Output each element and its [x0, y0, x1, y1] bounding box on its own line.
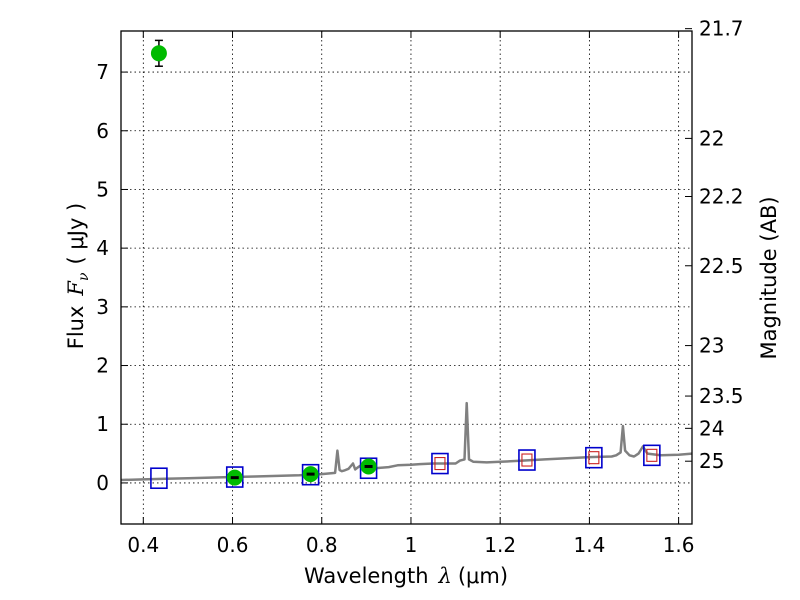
y2-tick-label: 23.5: [699, 384, 744, 408]
upper-limit-square: [588, 451, 600, 465]
x-tick-label: 0.4: [127, 533, 159, 557]
model-flux-square: [150, 467, 168, 490]
y2-tick-label: 23: [699, 334, 724, 358]
x-axis-title: Wavelength λ (μm): [304, 564, 508, 588]
x-tick-label: 0.6: [217, 533, 249, 557]
plot-content: [121, 39, 692, 490]
model-flux-square: [585, 446, 603, 469]
upper-limit-square: [434, 456, 446, 471]
observed-flux-point: [150, 45, 167, 62]
y2-tick-label: 24: [699, 416, 724, 440]
model-flux-square: [518, 449, 536, 471]
x-tick-label: 1.4: [573, 533, 605, 557]
y-axis-title: FluxFν( μJy ): [64, 203, 92, 349]
y-tick-label: 0: [96, 471, 109, 495]
plot-area: [121, 39, 692, 490]
y2-tick-label: 21.7: [699, 17, 744, 41]
y2-tick-label: 25: [699, 449, 724, 473]
x-tick-label: 0.8: [306, 533, 338, 557]
y2-tick-label: 22: [699, 126, 724, 150]
model-flux-square: [643, 444, 661, 467]
y-tick-label: 1: [96, 412, 109, 436]
model-flux-square: [225, 466, 244, 488]
grid: [121, 31, 692, 524]
model-flux-square: [301, 463, 320, 486]
y-tick-label: 2: [96, 354, 109, 378]
y-tick-label: 5: [96, 177, 109, 201]
axes: 0.4 0.6 0.8 1 1.2 1.4 1.60123456721.72222.222.…: [96, 17, 743, 557]
y2-tick-label: 22.2: [699, 185, 744, 209]
model-flux-square: [359, 457, 378, 480]
x-tick-label: 1.2: [484, 533, 516, 557]
x-tick-label: 1.6: [663, 533, 695, 557]
y2-axis-title: Magnitude (AB): [757, 196, 781, 359]
model-flux-square: [431, 452, 449, 475]
upper-limit-square: [646, 448, 658, 462]
upper-limit-square: [521, 453, 533, 467]
y-tick-label: 6: [96, 119, 109, 143]
plot-frame: [120, 30, 693, 525]
y-tick-label: 3: [96, 295, 109, 319]
x-tick-label: 1: [405, 533, 418, 557]
y-tick-label: 7: [96, 60, 109, 84]
y2-tick-label: 22.5: [699, 254, 744, 278]
y-tick-label: 4: [96, 236, 109, 260]
